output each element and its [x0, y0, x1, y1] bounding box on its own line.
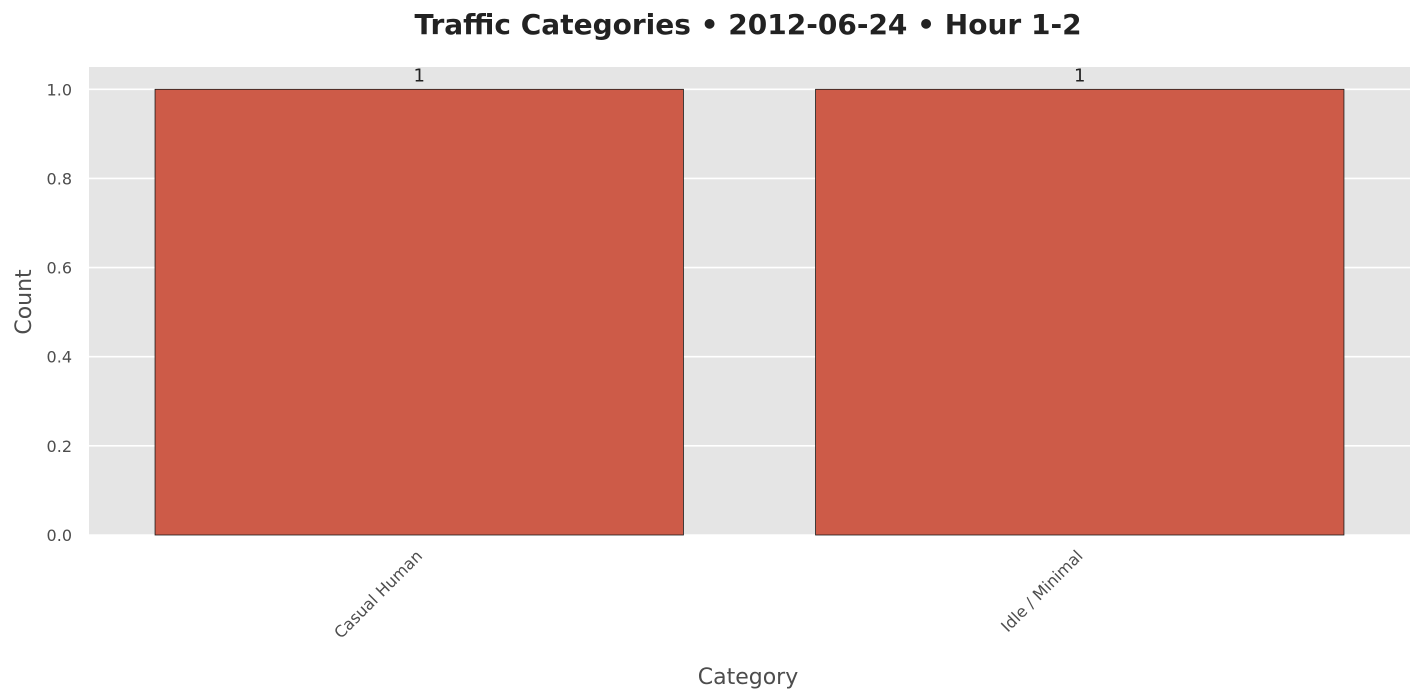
chart-title: Traffic Categories • 2012-06-24 • Hour 1… — [414, 8, 1081, 41]
x-axis-ticks: Casual Human Idle / Minimal — [330, 546, 1086, 642]
y-tick-label: 0.6 — [47, 259, 72, 278]
y-tick-label: 0.2 — [47, 437, 72, 456]
y-axis-ticks: 0.0 0.2 0.4 0.6 0.8 1.0 — [47, 80, 72, 545]
x-tick-label: Casual Human — [330, 546, 426, 642]
y-tick-label: 0.8 — [47, 169, 72, 188]
y-tick-label: 0.0 — [47, 526, 72, 545]
y-axis-label: Count — [12, 269, 37, 335]
x-axis-label: Category — [698, 665, 799, 690]
bars — [154, 88, 1345, 536]
bar — [815, 88, 1345, 536]
bar — [154, 88, 684, 536]
x-tick-label: Idle / Minimal — [997, 546, 1086, 635]
y-tick-label: 0.4 — [47, 348, 72, 367]
y-tick-label: 1.0 — [47, 80, 72, 99]
bar-value-label: 1 — [1074, 65, 1085, 86]
bar-value-label: 1 — [414, 65, 425, 86]
